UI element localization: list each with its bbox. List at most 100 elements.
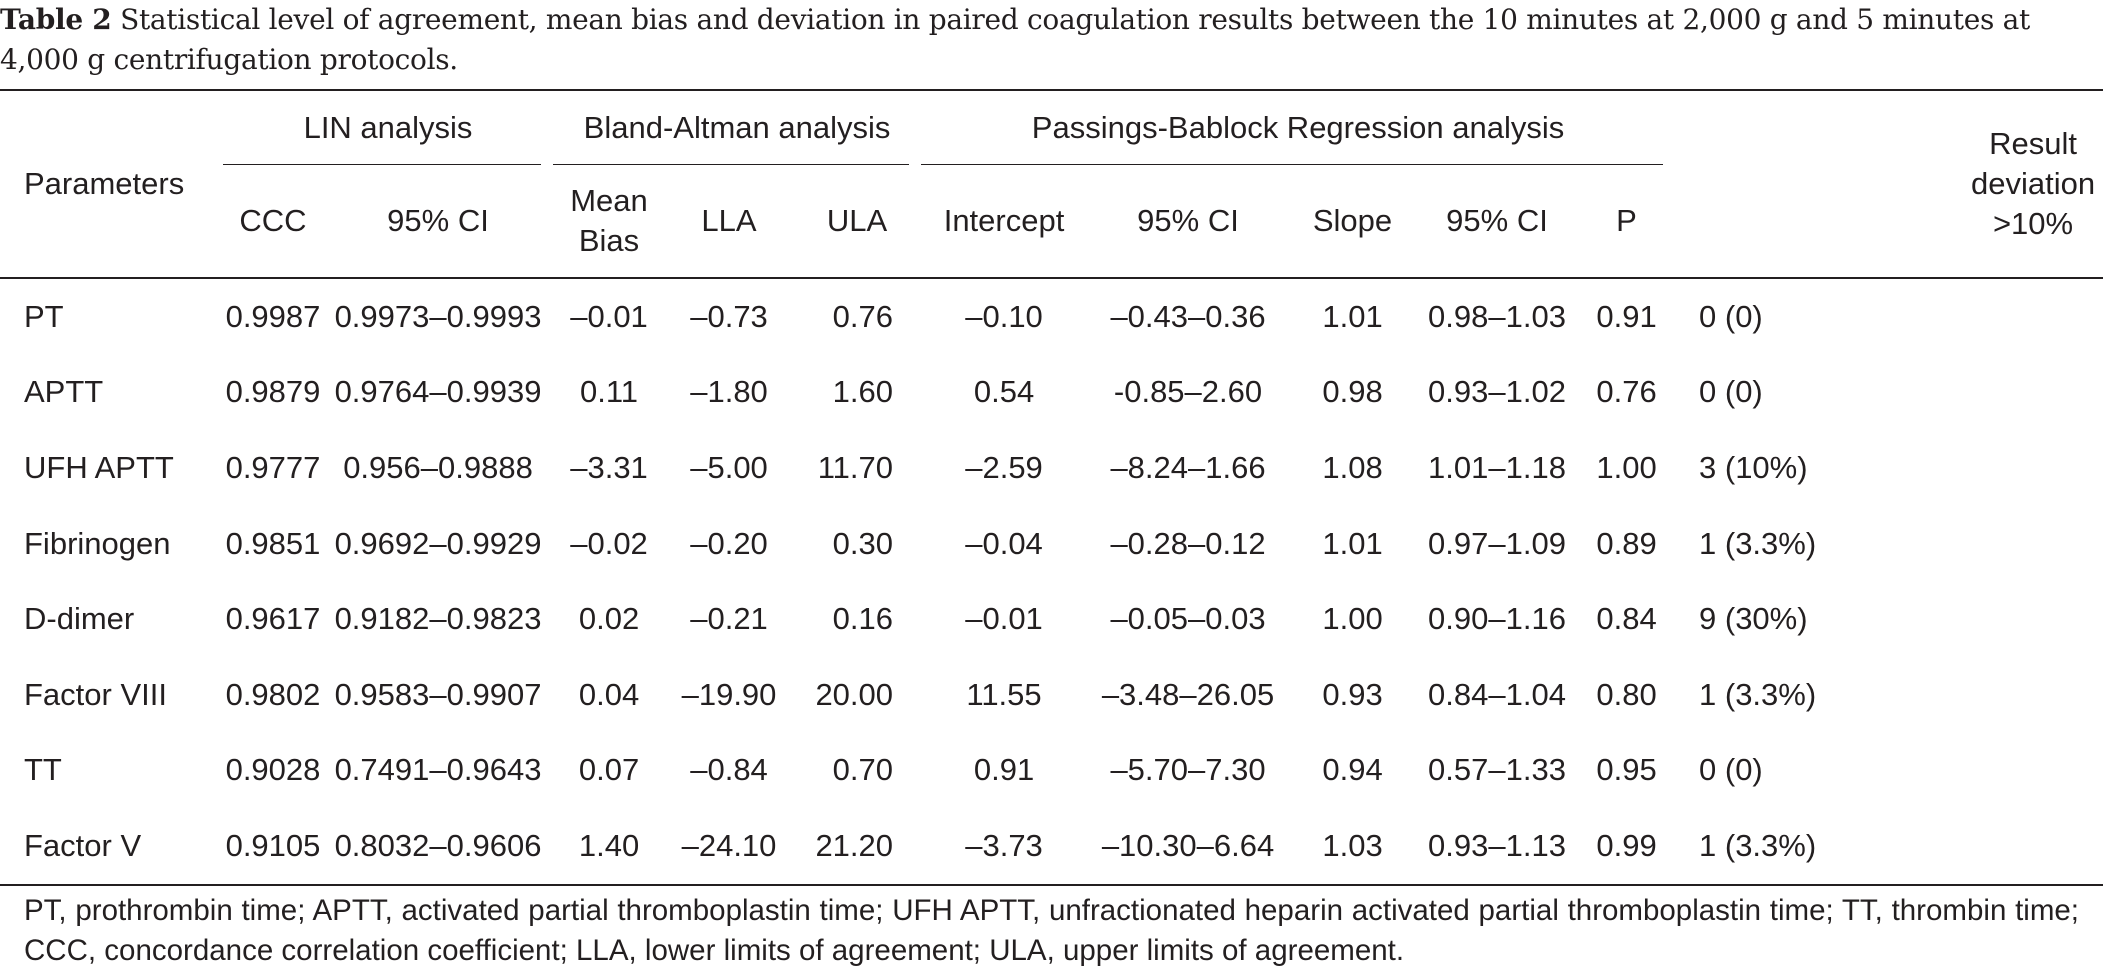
cell-slope-ci: 0.93–1.02 — [1428, 374, 1566, 410]
cell-p: 0.91 — [1596, 298, 1657, 334]
table-row: Factor VIII 0.9802 0.9583–0.9907 0.04 –19.90… — [0, 657, 2103, 733]
cell-lla: –24.10 — [665, 808, 794, 886]
cell-lin-ci: 0.9692–0.9929 — [334, 525, 542, 561]
cell-intercept-ci: -0.85–2.60 — [1113, 374, 1263, 410]
cell-ula: 1.60 — [832, 374, 894, 410]
cell-intercept-ci: –0.43–0.36 — [1110, 298, 1266, 334]
cell-lin-ci: 0.7491–0.9643 — [334, 752, 542, 788]
header-lin-analysis: LIN analysis — [223, 90, 553, 165]
results-table: Parameters LIN analysis Bland-Altman ana… — [0, 89, 2103, 886]
cell-slope-ci: 1.01–1.18 — [1428, 449, 1566, 485]
cell-slope-ci: 0.57–1.33 — [1428, 752, 1566, 788]
cell-parameter: Factor VIII — [24, 676, 167, 712]
cell-ula: 11.70 — [817, 449, 894, 485]
cell-result-deviation: 0 (0) — [1699, 298, 1763, 334]
cell-p: 0.84 — [1596, 601, 1657, 637]
cell-ccc: 0.9028 — [225, 752, 321, 788]
header-result-label: Result deviation >10% — [1970, 126, 2096, 241]
cell-slope-ci: 0.93–1.13 — [1416, 808, 1579, 886]
cell-intercept: 0.54 — [973, 374, 1035, 410]
cell-p: 0.76 — [1596, 374, 1657, 410]
col-slope: Slope — [1312, 203, 1393, 238]
cell-ula: 0.76 — [832, 298, 894, 334]
table-row: Fibrinogen 0.9851 0.9692–0.9929 –0.02 –0.20 0… — [0, 506, 2103, 582]
cell-intercept-ci: –5.70–7.30 — [1110, 752, 1266, 788]
cell-slope: 1.08 — [1322, 449, 1383, 485]
cell-intercept-ci: –3.48–26.05 — [1101, 676, 1275, 712]
cell-parameter: D-dimer — [24, 601, 135, 637]
header-passing-label: Passings-Bablock Regression analysis — [1031, 110, 1565, 145]
col-ula: ULA — [826, 203, 888, 238]
cell-intercept-ci: –0.28–0.12 — [1110, 525, 1266, 561]
cell-ccc: 0.9851 — [225, 525, 321, 561]
cell-ccc: 0.9879 — [225, 374, 321, 410]
cell-result-deviation: 1 (3.3%) — [1675, 808, 2103, 886]
col-lin-ci: 95% CI — [387, 203, 489, 238]
cell-p: 0.89 — [1596, 525, 1657, 561]
table-row: TT 0.9028 0.7491–0.9643 0.07 –0.84 0.70 0.91 –5… — [0, 733, 2103, 809]
cell-slope-ci: 0.98–1.03 — [1428, 298, 1566, 334]
caption-text: Statistical level of agreement, mean bia… — [0, 3, 2031, 76]
header-result-deviation: Result deviation >10% — [1675, 90, 2103, 279]
cell-lin-ci: 0.9583–0.9907 — [334, 676, 542, 712]
table-body: PT 0.9987 0.9973–0.9993 –0.01 –0.73 0.76 –0.10… — [0, 278, 2103, 886]
cell-p: 1.00 — [1596, 449, 1657, 485]
cell-p: 0.95 — [1596, 752, 1657, 788]
cell-lla: –0.20 — [690, 525, 768, 561]
col-ccc: CCC — [239, 203, 307, 238]
cell-intercept-ci: –0.05–0.03 — [1110, 601, 1266, 637]
cell-parameter: PT — [24, 298, 64, 334]
cell-p: 0.99 — [1578, 808, 1676, 886]
cell-ula: 0.16 — [832, 601, 894, 637]
cell-lla: –0.73 — [690, 298, 768, 334]
table-row: UFH APTT 0.9777 0.956–0.9888 –3.31 –5.00 11.7… — [0, 430, 2103, 506]
cell-result-deviation: 0 (0) — [1699, 752, 1763, 788]
cell-slope: 1.01 — [1322, 298, 1383, 334]
cell-parameter: Factor V — [0, 808, 223, 886]
cell-mean-bias: 0.04 — [578, 676, 640, 712]
header-bland-label: Bland-Altman analysis — [583, 110, 891, 145]
cell-ccc: 0.9987 — [225, 298, 321, 334]
cell-slope: 0.93 — [1322, 676, 1383, 712]
cell-mean-bias: 0.07 — [578, 752, 640, 788]
cell-intercept-ci: –8.24–1.66 — [1110, 449, 1266, 485]
table-row: Factor V 0.9105 0.8032–0.9606 1.40 –24.10 21.… — [0, 808, 2103, 886]
header-passing-bablock: Passings-Bablock Regression analysis — [921, 90, 1675, 165]
cell-lla: –5.00 — [690, 449, 768, 485]
cell-parameter: UFH APTT — [24, 449, 174, 485]
cell-parameter: APTT — [24, 374, 104, 410]
cell-intercept-ci: –10.30–6.64 — [1087, 808, 1290, 886]
cell-result-deviation: 3 (10%) — [1699, 449, 1808, 485]
cell-ccc: 0.9777 — [225, 449, 321, 485]
cell-lla: –19.90 — [681, 676, 777, 712]
lin-underline — [223, 164, 542, 165]
cell-mean-bias: –0.01 — [570, 298, 648, 334]
cell-result-deviation: 1 (3.3%) — [1699, 676, 1817, 712]
cell-slope-ci: 0.84–1.04 — [1428, 676, 1566, 712]
col-intercept-ci: 95% CI — [1137, 203, 1239, 238]
cell-slope: 0.98 — [1322, 374, 1383, 410]
table-row: APTT 0.9879 0.9764–0.9939 0.11 –1.80 1.60 0.54… — [0, 355, 2103, 431]
cell-intercept: –3.73 — [921, 808, 1088, 886]
cell-result-deviation: 9 (30%) — [1699, 601, 1808, 637]
passing-underline — [921, 164, 1664, 165]
cell-slope: 1.00 — [1322, 601, 1383, 637]
cell-p: 0.80 — [1596, 676, 1657, 712]
table-row: D-dimer 0.9617 0.9182–0.9823 0.02 –0.21 0.16 –… — [0, 581, 2103, 657]
caption-label: Table 2 — [0, 3, 112, 36]
cell-intercept: –0.01 — [965, 601, 1043, 637]
cell-ccc: 0.9802 — [225, 676, 321, 712]
col-mean-bias: Mean Bias — [553, 165, 665, 278]
cell-intercept: –0.04 — [965, 525, 1043, 561]
col-intercept: Intercept — [943, 203, 1065, 238]
cell-ula: 21.20 — [793, 808, 922, 886]
cell-slope: 0.94 — [1322, 752, 1383, 788]
cell-intercept: –2.59 — [965, 449, 1043, 485]
cell-lin-ci: 0.956–0.9888 — [343, 449, 533, 485]
cell-mean-bias: 0.11 — [579, 374, 639, 410]
cell-mean-bias: –3.31 — [570, 449, 648, 485]
cell-intercept: 11.55 — [966, 676, 1042, 712]
header-bland-altman: Bland-Altman analysis — [553, 90, 921, 165]
cell-slope-ci: 0.90–1.16 — [1428, 601, 1566, 637]
col-mean-bias-label: Mean Bias — [570, 183, 648, 258]
